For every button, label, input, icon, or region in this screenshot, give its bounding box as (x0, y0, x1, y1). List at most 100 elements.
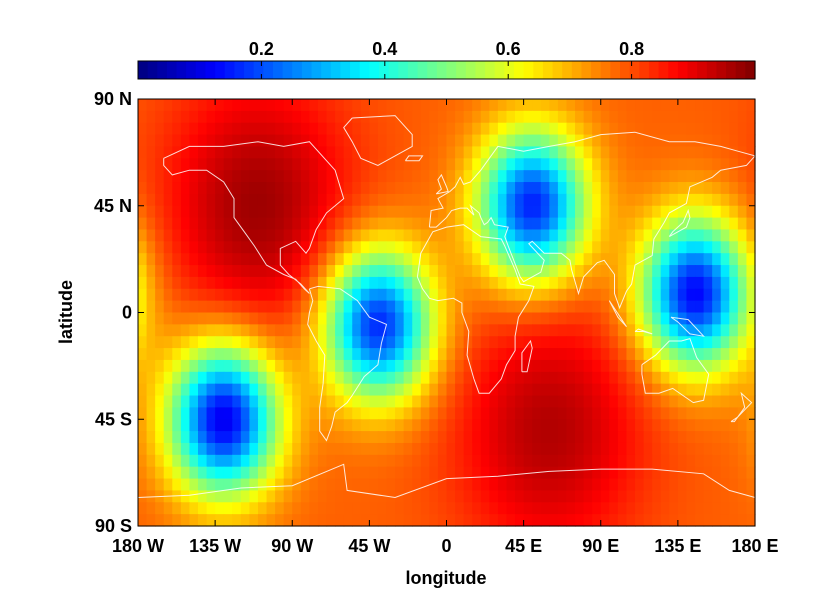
heatmap-cell (592, 442, 602, 456)
heatmap-cell (480, 241, 490, 254)
heatmap-cell (643, 288, 653, 302)
heatmap-cell (729, 276, 739, 290)
heatmap-cell (155, 265, 165, 278)
heatmap-cell (377, 288, 388, 302)
heatmap-cell (489, 478, 499, 492)
heatmap-cell (180, 419, 191, 432)
heatmap-cell (677, 182, 688, 195)
heatmap-cell (206, 217, 216, 231)
heatmap-cell (720, 122, 730, 136)
heatmap-cell (309, 300, 319, 314)
heatmap-cell (163, 288, 173, 302)
heatmap-cell (463, 312, 473, 325)
heatmap-cell (497, 502, 508, 515)
heatmap-cell (292, 110, 302, 124)
heatmap-cell (283, 99, 293, 112)
heatmap-cell (455, 383, 465, 397)
heatmap-cell (455, 182, 465, 195)
heatmap-cell (652, 288, 662, 302)
heatmap-cell (635, 158, 645, 171)
heatmap-cell (283, 217, 293, 231)
heatmap-cell (275, 288, 285, 302)
heatmap-cell (292, 348, 302, 361)
heatmap-cell (206, 371, 216, 385)
heatmap-cell (686, 217, 696, 231)
heatmap-cell (660, 205, 670, 219)
heatmap-cell (506, 158, 516, 171)
heatmap-cell (532, 265, 542, 278)
heatmap-cell (386, 348, 396, 361)
heatmap-cell (583, 241, 593, 254)
heatmap-cell (223, 371, 233, 385)
heatmap-cell (257, 288, 268, 302)
heatmap-cell (635, 407, 645, 420)
heatmap-cell (180, 229, 191, 242)
heatmap-cell (480, 300, 490, 314)
heatmap-cell (557, 110, 568, 124)
heatmap-cell (472, 134, 482, 148)
heatmap-cell (635, 146, 645, 159)
heatmap-cell (472, 265, 482, 278)
heatmap-cell (695, 502, 705, 515)
heatmap-cell (138, 158, 148, 171)
heatmap-cell (557, 217, 568, 231)
heatmap-cell (506, 205, 516, 219)
heatmap-cell (163, 99, 173, 112)
heatmap-cell (326, 253, 336, 266)
heatmap-cell (317, 336, 328, 349)
colorbar-ticks: 0.2 0.4 0.6 0.8 (249, 39, 644, 79)
heatmap-cell (163, 158, 173, 171)
heatmap-cell (215, 419, 225, 432)
heatmap-cell (326, 170, 336, 183)
heatmap-cell (600, 134, 610, 148)
heatmap-cell (197, 442, 208, 456)
heatmap-cell (523, 110, 533, 124)
heatmap-cell (712, 288, 722, 302)
heatmap-cell (300, 442, 310, 456)
heatmap-cell (395, 407, 405, 420)
heatmap-cell (609, 253, 619, 266)
heatmap-cell (463, 395, 473, 408)
heatmap-cell (343, 110, 353, 124)
heatmap-cell (669, 502, 679, 515)
heatmap-cell (532, 217, 542, 231)
heatmap-cell (746, 454, 756, 468)
heatmap-cell (609, 442, 619, 456)
heatmap-cell (652, 324, 662, 337)
heatmap-cell (455, 193, 465, 207)
heatmap-cell (309, 336, 319, 349)
heatmap-cell (266, 502, 276, 515)
heatmap-cell (480, 312, 490, 325)
heatmap-cell (343, 502, 353, 515)
x-tick-label: 135 W (189, 536, 241, 556)
heatmap-cell (206, 419, 216, 432)
heatmap-cell (446, 276, 456, 290)
heatmap-cell (566, 324, 576, 337)
heatmap-cell (686, 146, 696, 159)
heatmap-cell (352, 407, 362, 420)
heatmap-cell (660, 336, 670, 349)
heatmap-cell (352, 288, 362, 302)
heatmap-cell (403, 514, 413, 527)
heatmap-cell (455, 241, 465, 254)
heatmap-cell (163, 514, 173, 527)
heatmap-cell (352, 122, 362, 136)
heatmap-cell (437, 300, 448, 314)
heatmap-cell (223, 490, 233, 503)
heatmap-cell (600, 395, 610, 408)
colorbar-segment (321, 61, 332, 79)
heatmap-cell (292, 324, 302, 337)
heatmap-cell (163, 454, 173, 468)
heatmap-cell (712, 312, 722, 325)
heatmap-cell (335, 336, 345, 349)
heatmap-cell (549, 514, 559, 527)
heatmap-cell (455, 217, 465, 231)
heatmap-cell (360, 336, 370, 349)
heatmap-cell (617, 312, 628, 325)
heatmap-cell (223, 514, 233, 527)
heatmap-cell (360, 383, 370, 397)
heatmap-cell (155, 158, 165, 171)
heatmap-cell (557, 383, 568, 397)
heatmap-cell (197, 146, 208, 159)
heatmap-cell (249, 502, 259, 515)
